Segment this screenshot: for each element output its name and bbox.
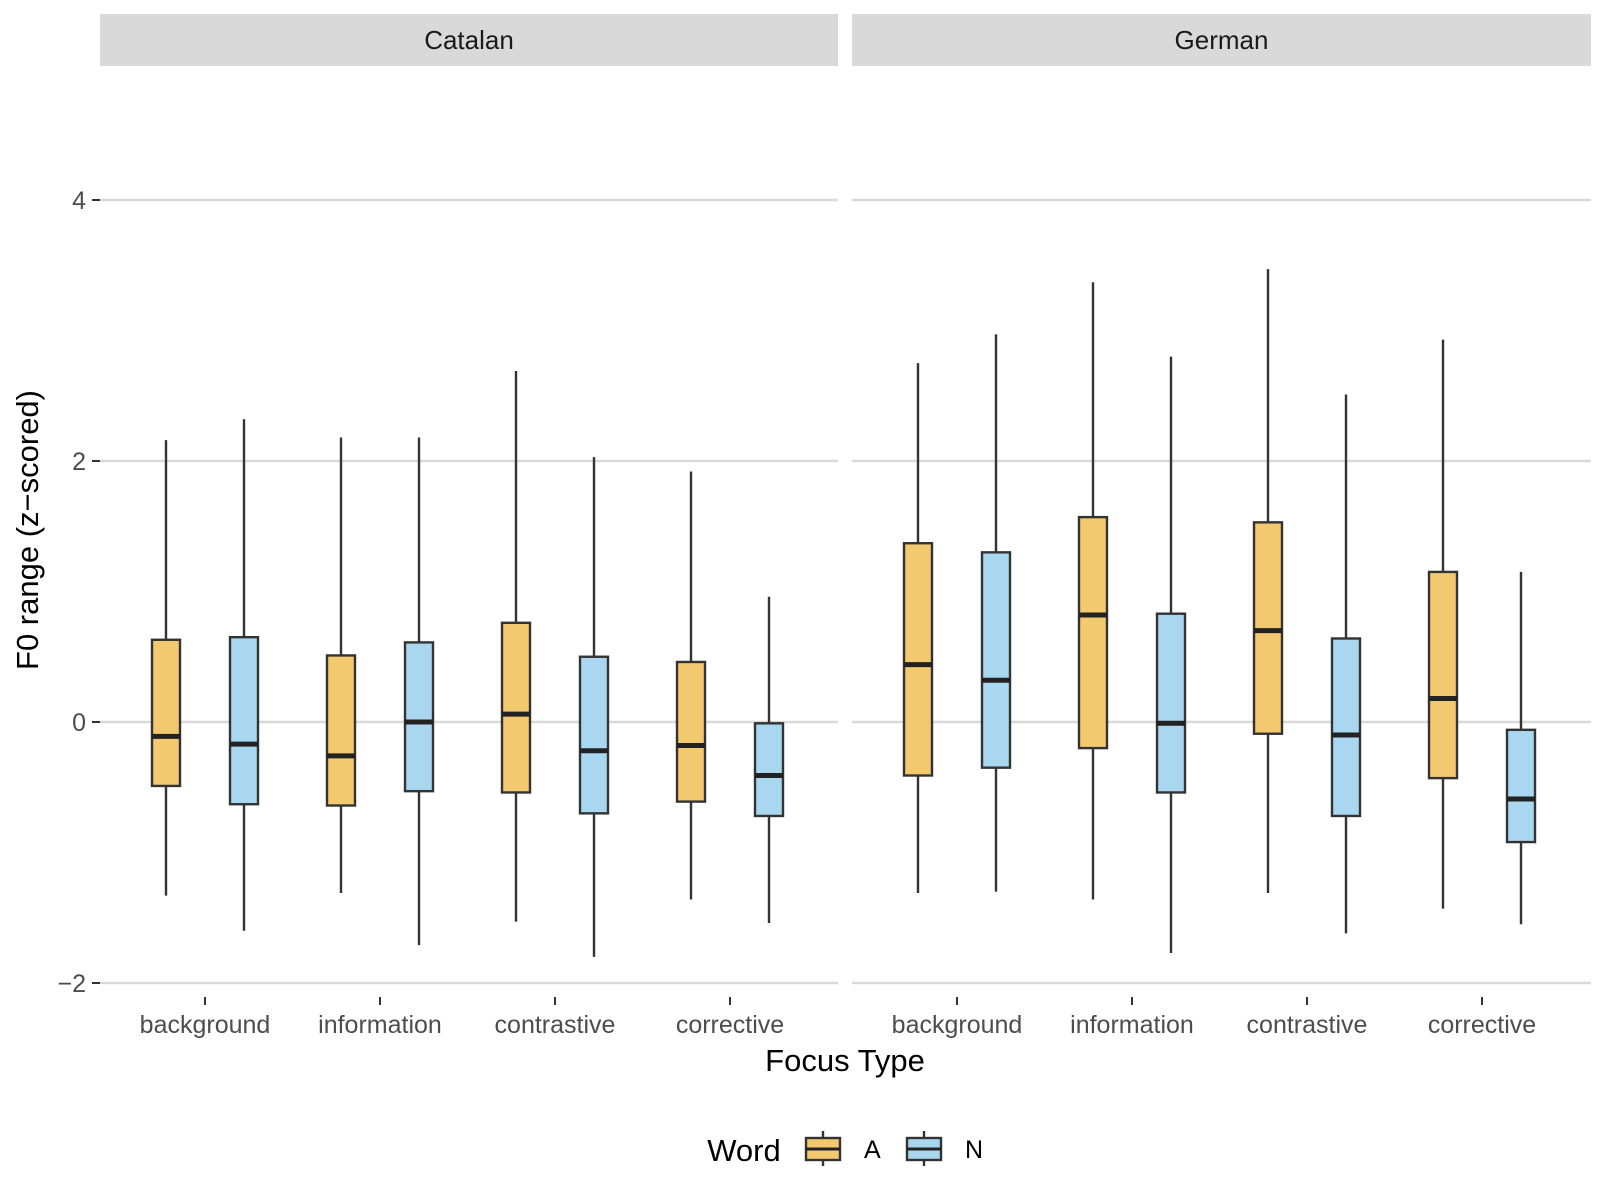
y-axis-title: F0 range (z−scored) [10, 390, 45, 670]
legend: Word A N [707, 1131, 983, 1168]
box-n-information [1155, 356, 1187, 953]
x-tick-label: contrastive [1247, 1011, 1368, 1039]
facet-panels: Catalan background information contrastive c… [100, 14, 1591, 1039]
box-n-contrastive [578, 457, 610, 957]
box-a-background [150, 440, 182, 896]
x-tick-label: background [892, 1011, 1023, 1039]
box-iqr [1252, 521, 1284, 735]
box-iqr [150, 638, 182, 788]
box-n-background [228, 419, 260, 931]
box-iqr [578, 655, 610, 815]
facet-strip-label: Catalan [424, 25, 514, 55]
facet-strip [852, 14, 1591, 66]
facet-panel-german: German background information contrastive co… [852, 14, 1591, 1039]
box-iqr [980, 551, 1012, 769]
x-tick-label: background [140, 1011, 271, 1039]
box-a-contrastive [1252, 269, 1284, 893]
x-tick-label: corrective [676, 1011, 784, 1039]
y-tick-label: 0 [72, 709, 86, 737]
box-iqr [1155, 612, 1187, 794]
box-n-contrastive [1330, 394, 1362, 934]
box-iqr [1077, 515, 1109, 750]
box-iqr [228, 635, 260, 806]
box-n-corrective [1505, 571, 1537, 925]
legend-label: A [864, 1136, 881, 1164]
facet-strip-label: German [1175, 25, 1269, 55]
y-tick-label: 2 [72, 448, 86, 476]
box-iqr [675, 660, 707, 803]
legend-label: N [965, 1136, 983, 1164]
box-a-corrective [675, 471, 707, 900]
box-n-background [980, 334, 1012, 892]
box-iqr [500, 621, 532, 794]
y-tick-label: −2 [57, 970, 86, 998]
box-a-corrective [1427, 339, 1459, 909]
box-a-information [1077, 282, 1109, 900]
x-tick-label: information [1070, 1011, 1194, 1039]
box-iqr [753, 722, 785, 818]
facet-panel-catalan: Catalan background information contrastive c… [100, 14, 838, 1039]
box-a-information [325, 437, 357, 893]
legend-title: Word [707, 1133, 781, 1168]
x-tick-label: information [318, 1011, 442, 1039]
x-tick-label: contrastive [495, 1011, 616, 1039]
y-tick-label: 4 [72, 187, 86, 215]
box-a-contrastive [500, 370, 532, 922]
box-iqr [325, 654, 357, 807]
box-iqr [1427, 570, 1459, 780]
box-iqr [403, 641, 435, 793]
x-tick-label: corrective [1428, 1011, 1536, 1039]
box-n-information [403, 437, 435, 946]
box-n-corrective [753, 596, 785, 923]
box-a-background [902, 363, 934, 893]
legend-key-a: A [804, 1131, 881, 1166]
box-iqr [1505, 728, 1537, 844]
box-iqr [902, 542, 934, 777]
x-axis-title: Focus Type [765, 1043, 925, 1078]
legend-key-n: N [905, 1131, 983, 1166]
facet-strip [100, 14, 838, 66]
y-axis: −2 0 2 4 [57, 187, 100, 998]
box-iqr [1330, 637, 1362, 818]
